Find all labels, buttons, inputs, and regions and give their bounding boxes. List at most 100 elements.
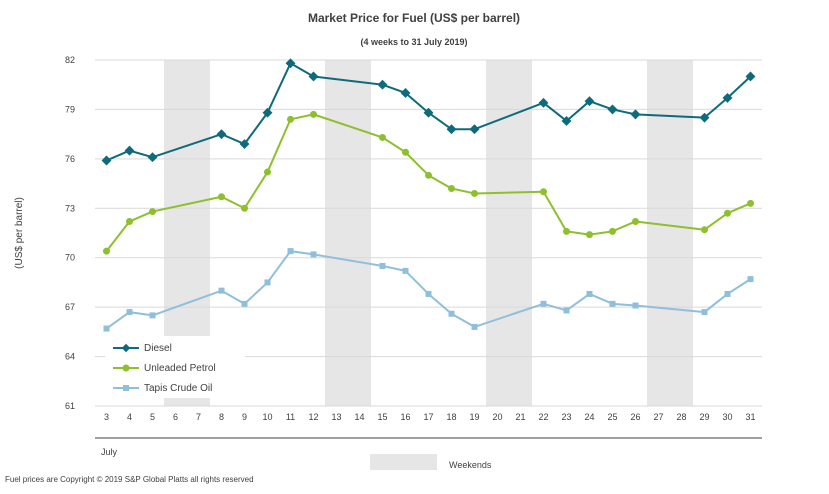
x-tick-label-16: 16 [400, 412, 410, 422]
x-tick-label-11: 11 [286, 412, 295, 422]
data-point-tapis-crude-oil-17 [425, 290, 432, 297]
data-point-unleaded-petrol-4 [126, 217, 133, 225]
y-axis-label: (US$ per barrel) [14, 197, 25, 269]
data-point-unleaded-petrol-3 [103, 247, 110, 255]
y-tick-label-64: 64 [65, 352, 75, 362]
y-tick-label-76: 76 [65, 154, 75, 164]
weekend-legend-swatch [370, 454, 437, 470]
x-tick-label-29: 29 [699, 412, 709, 422]
data-point-tapis-crude-oil-31 [747, 276, 754, 283]
data-point-unleaded-petrol-26 [632, 217, 639, 225]
x-tick-label-20: 20 [492, 412, 502, 422]
legend-label-diesel: Diesel [144, 343, 172, 354]
data-point-tapis-crude-oil-18 [448, 310, 455, 317]
x-tick-label-30: 30 [722, 412, 732, 422]
data-point-unleaded-petrol-5 [149, 208, 156, 216]
data-point-tapis-crude-oil-3 [103, 325, 110, 332]
x-tick-label-9: 9 [242, 412, 247, 422]
data-point-unleaded-petrol-23 [563, 227, 570, 235]
legend-entry-diesel: Diesel [113, 343, 172, 354]
x-tick-label-14: 14 [354, 412, 364, 422]
x-tick-label-21: 21 [515, 412, 525, 422]
data-point-tapis-crude-oil-4 [126, 309, 133, 316]
x-tick-label-4: 4 [127, 412, 132, 422]
legend-entry-tapis-crude-oil: Tapis Crude Oil [113, 383, 212, 394]
data-point-unleaded-petrol-8 [218, 193, 225, 201]
legend-marker-unleaded-petrol [122, 364, 130, 372]
data-point-tapis-crude-oil-16 [402, 267, 409, 274]
chart-title: Market Price for Fuel (US$ per barrel) [308, 11, 520, 25]
data-point-tapis-crude-oil-12 [310, 251, 317, 258]
y-tick-label-79: 79 [65, 104, 75, 114]
x-tick-label-6: 6 [173, 412, 178, 422]
data-point-tapis-crude-oil-24 [586, 290, 593, 297]
data-point-diesel-24 [584, 96, 595, 107]
data-point-unleaded-petrol-19 [471, 189, 478, 197]
data-point-tapis-crude-oil-10 [264, 279, 271, 286]
data-point-diesel-31 [745, 71, 756, 82]
x-tick-label-23: 23 [561, 412, 571, 422]
x-tick-label-26: 26 [630, 412, 640, 422]
data-point-tapis-crude-oil-19 [471, 323, 478, 330]
data-point-diesel-9 [239, 139, 250, 149]
data-point-tapis-crude-oil-5 [149, 312, 156, 319]
data-point-unleaded-petrol-22 [540, 188, 547, 196]
x-tick-label-7: 7 [196, 412, 201, 422]
y-tick-label-82: 82 [65, 55, 75, 65]
data-point-diesel-22 [538, 97, 549, 108]
y-axis-ticks: 61 64 67 70 73 76 79 82 [65, 55, 75, 411]
x-axis-ticks: 3 4 5 6 7 8 9 10 11 12 13 14 15 16 17 18 19 20 21 22 23 24 25 2… [104, 412, 756, 422]
data-point-diesel-29 [699, 112, 710, 123]
data-point-tapis-crude-oil-26 [632, 302, 639, 309]
data-point-unleaded-petrol-11 [287, 115, 294, 123]
data-point-diesel-8 [216, 129, 227, 140]
y-tick-label-70: 70 [65, 253, 75, 263]
x-axis-month-label: July [101, 447, 118, 457]
x-tick-label-13: 13 [331, 412, 341, 422]
weekend-band-3 [486, 60, 532, 406]
x-tick-label-12: 12 [308, 412, 318, 422]
x-tick-label-25: 25 [607, 412, 617, 422]
series-unleaded-petrol [103, 110, 754, 255]
data-point-unleaded-petrol-29 [701, 226, 708, 234]
data-point-unleaded-petrol-25 [609, 227, 616, 235]
data-point-tapis-crude-oil-23 [563, 307, 570, 314]
y-tick-label-73: 73 [65, 203, 75, 213]
x-tick-label-17: 17 [423, 412, 433, 422]
legend-entry-unleaded-petrol: Unleaded Petrol [113, 363, 216, 374]
x-tick-label-24: 24 [584, 412, 594, 422]
data-point-diesel-5 [147, 152, 158, 163]
data-point-unleaded-petrol-12 [310, 110, 317, 118]
data-point-unleaded-petrol-15 [379, 133, 386, 141]
data-point-tapis-crude-oil-25 [609, 300, 616, 307]
x-tick-label-27: 27 [653, 412, 663, 422]
data-point-diesel-25 [607, 104, 618, 115]
copyright-footer: Fuel prices are Copyright © 2019 S&P Glo… [5, 475, 254, 484]
data-point-tapis-crude-oil-11 [287, 248, 294, 255]
x-tick-label-28: 28 [676, 412, 686, 422]
x-tick-label-18: 18 [446, 412, 456, 422]
y-tick-label-61: 61 [65, 401, 75, 411]
legend-label-tapis-crude-oil: Tapis Crude Oil [144, 383, 212, 394]
data-point-diesel-23 [561, 116, 572, 126]
y-tick-label-67: 67 [65, 302, 75, 312]
x-tick-label-31: 31 [745, 412, 755, 422]
data-point-unleaded-petrol-10 [264, 168, 271, 176]
data-point-unleaded-petrol-17 [425, 171, 432, 179]
data-point-unleaded-petrol-30 [724, 209, 731, 217]
x-tick-label-5: 5 [150, 412, 155, 422]
data-point-tapis-crude-oil-29 [701, 309, 708, 316]
data-point-diesel-12 [308, 71, 319, 82]
data-point-unleaded-petrol-16 [402, 148, 409, 156]
legend-marker-diesel [121, 343, 131, 353]
weekend-band-2 [325, 60, 371, 406]
x-tick-label-15: 15 [377, 412, 387, 422]
data-point-diesel-15 [377, 79, 388, 90]
data-point-tapis-crude-oil-22 [540, 300, 547, 307]
data-point-diesel-3 [101, 155, 112, 166]
data-point-tapis-crude-oil-30 [724, 290, 731, 297]
weekend-band-4 [647, 60, 693, 406]
legend-marker-tapis-crude-oil [123, 385, 129, 391]
data-point-tapis-crude-oil-8 [218, 287, 225, 294]
